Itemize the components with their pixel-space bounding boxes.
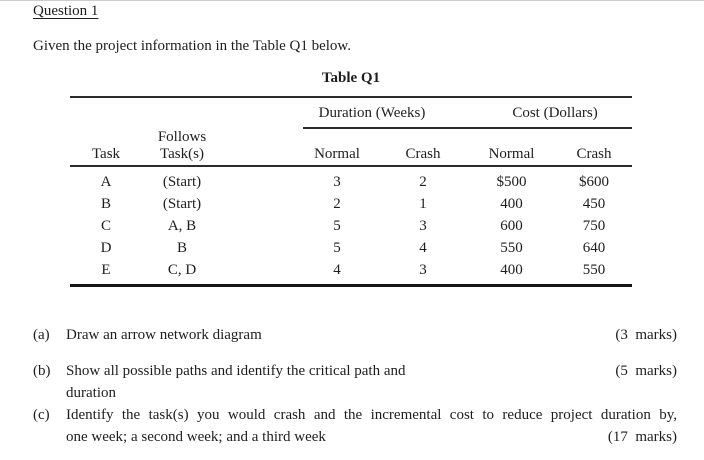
table-cell: 3 xyxy=(419,262,427,278)
table-cell: $500 xyxy=(496,174,527,190)
part-a-marks: (3 marks) xyxy=(615,327,677,343)
table-cell: A, B xyxy=(167,218,197,234)
table-cell: A xyxy=(100,174,112,190)
column-header-duration-normal: Normal xyxy=(260,129,379,167)
table-cell: 400 xyxy=(500,196,523,212)
project-table: Duration (Weeks) Cost (Dollars) Task Fol… xyxy=(70,96,633,287)
table-cell: B xyxy=(100,196,111,212)
table-row: D B 5 4 550 640 xyxy=(70,237,632,259)
table-cell: D xyxy=(100,240,112,256)
table-cell: C xyxy=(100,218,111,234)
part-c-text-line2: one week; a second week; and a third wee… xyxy=(66,429,326,445)
column-header-cost-normal: Normal xyxy=(467,129,557,167)
group-underline xyxy=(303,126,633,129)
table-cell: 4 xyxy=(419,240,427,256)
table-cell: C, D xyxy=(167,262,197,278)
part-a-label: (a) xyxy=(33,327,50,343)
table-cell: 1 xyxy=(419,196,427,212)
table-row: B (Start) 2 1 400 450 xyxy=(70,193,632,215)
column-header-task: Task xyxy=(70,129,142,167)
table-cell: $600 xyxy=(579,174,610,190)
part-a-text: Draw an arrow network diagram xyxy=(66,327,262,343)
group-header-duration: Duration (Weeks) xyxy=(318,105,426,121)
table-title: Table Q1 xyxy=(321,70,381,86)
column-header-cost-crash: Crash xyxy=(556,129,633,167)
table-cell: 600 xyxy=(500,218,523,234)
column-header-follows: Follows Task(s) xyxy=(142,129,260,167)
table-cell: (Start) xyxy=(162,196,202,212)
table-cell: 4 xyxy=(333,262,341,278)
table-cell: 640 xyxy=(582,240,606,256)
question-part-c: (c) Identify the task(s) you would crash… xyxy=(33,404,677,448)
table-cell: 450 xyxy=(582,196,606,212)
table-row: A (Start) 3 2 $500 $600 xyxy=(70,166,632,193)
intro-text: Given the project information in the Tab… xyxy=(33,38,352,54)
table-cell: 2 xyxy=(333,196,341,212)
group-header-spacer xyxy=(70,97,260,126)
part-c-label: (c) xyxy=(33,407,50,423)
table-column-header-row: Task Follows Task(s) Normal Crash Normal… xyxy=(70,129,633,167)
table-cell: 400 xyxy=(500,262,523,278)
group-header-cost: Cost (Dollars) xyxy=(512,105,598,121)
table-row: E C, D 4 3 400 550 xyxy=(70,259,632,286)
group-underline-cell xyxy=(260,126,633,129)
table-cell: B xyxy=(176,240,187,256)
table-cell: 5 xyxy=(333,240,341,256)
question-title: Question 1 xyxy=(33,3,99,19)
table-cell: 2 xyxy=(419,174,427,190)
part-c-text-line1: Identify the task(s) you would crash and… xyxy=(66,407,677,423)
column-header-duration-crash: Crash xyxy=(379,129,468,167)
part-b-label: (b) xyxy=(33,363,51,379)
question-part-b: (b) Show all possible paths and identify… xyxy=(33,360,677,404)
table-row: C A, B 5 3 600 750 xyxy=(70,215,632,237)
table-cell: 3 xyxy=(333,174,341,190)
table-group-header-row: Duration (Weeks) Cost (Dollars) xyxy=(70,97,632,126)
table-cell: E xyxy=(101,262,111,278)
table-cell: 750 xyxy=(582,218,606,234)
part-b-text-line1: Show all possible paths and identify the… xyxy=(66,363,406,379)
table-cell: 550 xyxy=(582,262,606,278)
part-b-marks: (5 marks) xyxy=(615,363,677,379)
table-cell: 5 xyxy=(333,218,341,234)
part-c-marks: (17 marks) xyxy=(607,429,677,445)
table-cell: 550 xyxy=(500,240,523,256)
table-cell: 3 xyxy=(419,218,427,234)
group-underline-row xyxy=(70,126,633,129)
part-b-text-line2: duration xyxy=(66,385,116,401)
question-part-a: (a) Draw an arrow network diagram (3 mar… xyxy=(33,324,677,346)
table-cell: (Start) xyxy=(162,174,202,190)
